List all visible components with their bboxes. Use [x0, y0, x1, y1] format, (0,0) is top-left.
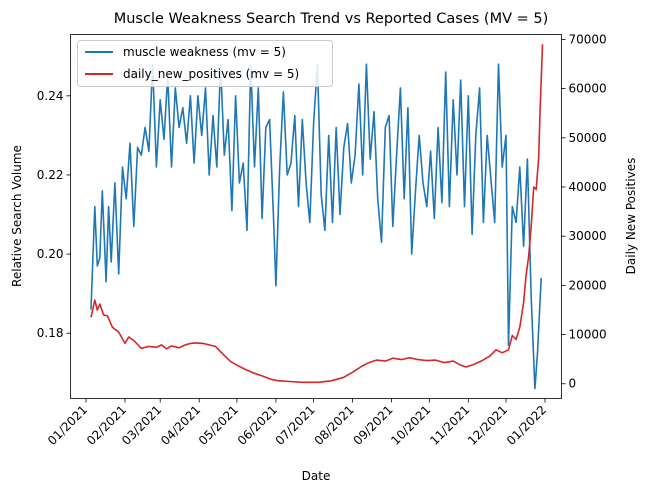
left-tick-label: 0.20 — [37, 247, 64, 261]
legend-box — [77, 40, 333, 87]
left-tick-label: 0.22 — [37, 168, 64, 182]
right-tick-label: 30000 — [569, 229, 607, 243]
x-axis: 01/202102/202103/202104/202105/202106/20… — [45, 398, 549, 448]
legend: muscle weakness (mv = 5) daily_new_posit… — [77, 40, 333, 87]
right-tick-label: 20000 — [569, 278, 607, 292]
x-tick-label: 05/2021 — [196, 403, 241, 448]
plot-frame — [70, 34, 562, 399]
series-line-1 — [90, 63, 542, 390]
right-tick-label: 70000 — [569, 32, 607, 46]
left-tick-label: 0.18 — [37, 326, 64, 340]
right-tick-label: 0 — [569, 377, 577, 391]
right-tick-label: 40000 — [569, 180, 607, 194]
left-tick-label: 0.24 — [37, 89, 64, 103]
x-tick-label: 09/2021 — [351, 403, 396, 448]
x-tick-label: 04/2021 — [158, 403, 203, 448]
chart-title: Muscle Weakness Search Trend vs Reported… — [114, 11, 549, 27]
x-tick-label: 06/2021 — [235, 403, 280, 448]
x-axis-title: Date — [302, 469, 331, 483]
legend-label-2: daily_new_positives (mv = 5) — [123, 67, 299, 81]
x-tick-label: 10/2021 — [388, 403, 433, 448]
right-axis-title: Daily New Positives — [624, 158, 638, 275]
x-tick-label: 01/2021 — [45, 403, 90, 448]
plot-area — [70, 34, 562, 399]
left-axis: 0.18 0.20 0.22 0.24 — [37, 89, 71, 340]
x-tick-label: 12/2021 — [465, 403, 510, 448]
x-tick-label: 07/2021 — [273, 403, 318, 448]
x-tick-label: 01/2022 — [504, 403, 549, 448]
series-lines — [90, 44, 544, 390]
x-tick-label: 11/2021 — [427, 403, 472, 448]
right-axis: 0 10000 20000 30000 40000 50000 60000 70000 — [561, 32, 607, 391]
legend-label-1: muscle weakness (mv = 5) — [123, 45, 286, 59]
right-tick-label: 60000 — [569, 82, 607, 96]
series-line-2 — [90, 44, 544, 384]
x-tick-label: 08/2021 — [312, 403, 357, 448]
left-axis-title: Relative Search Volume — [10, 145, 24, 287]
right-tick-label: 50000 — [569, 131, 607, 145]
right-tick-label: 10000 — [569, 328, 607, 342]
